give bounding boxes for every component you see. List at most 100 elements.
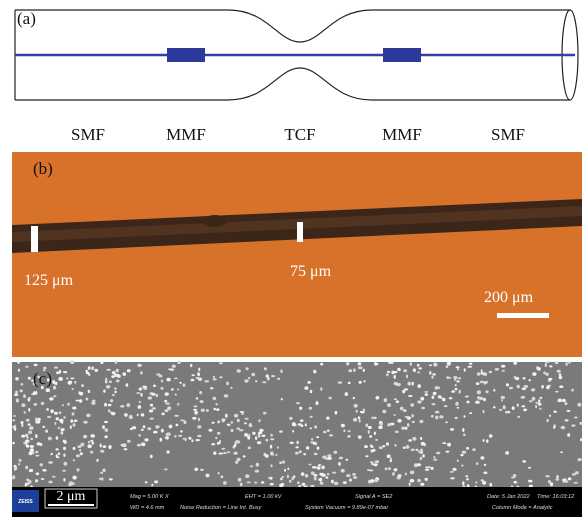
- particle: [517, 416, 520, 418]
- particle: [501, 399, 503, 401]
- particle: [394, 371, 397, 373]
- particle: [562, 399, 566, 403]
- particle: [61, 421, 63, 424]
- particle: [292, 477, 295, 480]
- particle: [223, 481, 227, 485]
- particle: [142, 386, 146, 388]
- particle: [54, 422, 56, 425]
- particle: [420, 397, 424, 401]
- particle: [241, 413, 244, 415]
- particle: [130, 428, 132, 431]
- particle: [28, 377, 31, 380]
- particle: [100, 444, 102, 448]
- particle: [549, 365, 552, 367]
- particle: [486, 390, 489, 393]
- particle: [435, 416, 438, 420]
- particle: [323, 431, 327, 434]
- particle: [316, 401, 319, 405]
- particle: [14, 427, 16, 430]
- particle: [406, 445, 410, 449]
- particle: [352, 473, 356, 476]
- particle: [358, 436, 362, 438]
- particle: [571, 389, 574, 392]
- particle: [265, 454, 269, 458]
- particle: [386, 373, 389, 376]
- particle: [476, 462, 478, 465]
- particle: [140, 371, 143, 374]
- particle: [139, 401, 142, 403]
- particle: [541, 385, 544, 389]
- particle: [104, 435, 108, 438]
- particle: [432, 403, 436, 405]
- particle: [329, 434, 333, 436]
- particle: [502, 370, 505, 372]
- particle: [366, 424, 369, 428]
- particle: [218, 453, 223, 455]
- particle: [532, 372, 536, 376]
- particle: [289, 480, 292, 483]
- particle: [60, 431, 63, 435]
- particle: [153, 385, 156, 388]
- particle: [62, 470, 66, 472]
- particle: [115, 361, 117, 364]
- particle: [456, 380, 459, 382]
- particle: [462, 428, 464, 432]
- panel-c: ZEISS 2 μm Mag = 5.00 K X EHT = 1.00 kV …: [12, 360, 583, 517]
- particle: [193, 409, 197, 411]
- particle: [314, 477, 317, 481]
- particle: [411, 449, 415, 452]
- particle: [466, 478, 469, 480]
- particle: [123, 443, 127, 446]
- particle: [108, 404, 112, 407]
- particle: [18, 369, 20, 372]
- particle: [346, 474, 350, 477]
- particle: [109, 381, 112, 384]
- particle: [52, 380, 55, 384]
- particle: [196, 439, 200, 441]
- particle: [567, 410, 571, 412]
- particle: [566, 362, 568, 366]
- particle: [524, 385, 529, 388]
- particle: [87, 444, 91, 448]
- particle: [521, 396, 526, 399]
- particle: [417, 463, 422, 466]
- particle: [105, 428, 109, 432]
- particle: [523, 409, 527, 412]
- particle: [333, 451, 337, 454]
- particle: [138, 405, 142, 409]
- particle: [12, 442, 15, 444]
- particle: [543, 372, 546, 375]
- particle: [127, 440, 131, 443]
- particle: [343, 430, 345, 432]
- particle: [48, 481, 52, 484]
- particle: [548, 378, 552, 381]
- info-text: WD = 4.6 mm: [130, 505, 165, 511]
- particle: [412, 382, 414, 386]
- particle: [572, 473, 576, 476]
- particle: [37, 442, 41, 445]
- particle: [410, 471, 415, 475]
- particle: [262, 381, 266, 383]
- particle: [167, 406, 171, 410]
- particle: [38, 418, 41, 421]
- particle: [90, 434, 95, 437]
- particle: [477, 390, 481, 394]
- particle: [114, 388, 117, 390]
- particle: [77, 468, 80, 471]
- particle: [348, 382, 351, 385]
- particle: [129, 415, 132, 419]
- particle: [56, 436, 59, 440]
- particle: [387, 403, 391, 407]
- particle: [327, 430, 330, 432]
- particle: [28, 431, 32, 434]
- panel-label: (a): [17, 9, 36, 28]
- particle: [142, 442, 146, 446]
- particle: [80, 443, 84, 447]
- particle: [320, 478, 323, 482]
- particle: [140, 393, 142, 397]
- particle: [88, 366, 91, 370]
- particle: [486, 381, 488, 384]
- panel-label: (c): [33, 369, 52, 388]
- particle: [110, 399, 113, 402]
- particle: [282, 460, 285, 463]
